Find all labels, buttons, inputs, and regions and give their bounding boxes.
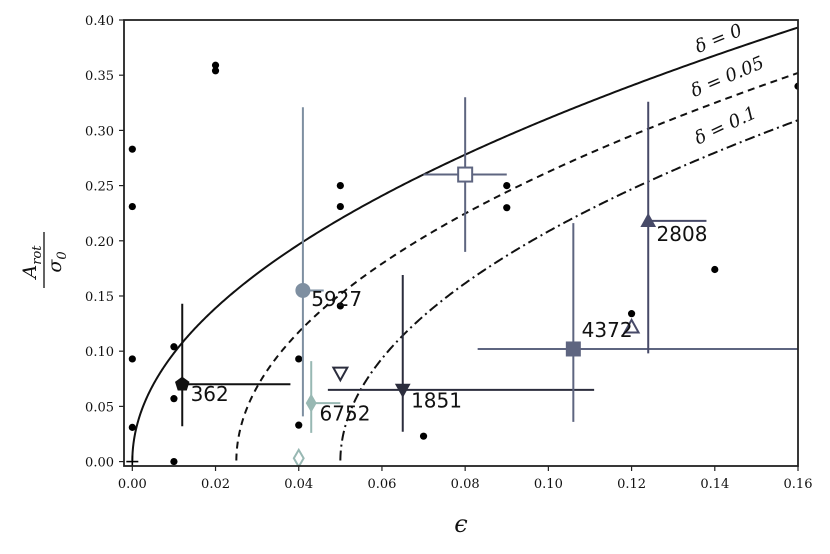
curve-label-0: δ = 0 bbox=[692, 20, 745, 58]
y-label-numerator-sub: rot bbox=[30, 245, 45, 265]
point-open-9 bbox=[292, 447, 305, 466]
svg-text:Arot: Arot bbox=[19, 245, 45, 281]
curve-label-1: δ = 0.05 bbox=[688, 52, 768, 102]
y-tick-label: 0.00 bbox=[85, 456, 114, 471]
marker-circle bbox=[295, 282, 311, 298]
marker-pentagon bbox=[175, 376, 190, 391]
plot-frame bbox=[123, 19, 799, 467]
y-tick-label: 0.40 bbox=[85, 14, 114, 29]
scatter-point bbox=[128, 423, 136, 431]
scatter-point bbox=[128, 202, 136, 211]
y-tick-label: 0.05 bbox=[85, 400, 114, 415]
point-4372 bbox=[477, 223, 798, 422]
scatter-point bbox=[170, 457, 178, 466]
marker-square_open bbox=[457, 166, 474, 183]
scatter-point bbox=[170, 343, 178, 351]
scatter-point bbox=[211, 61, 220, 69]
scatter-point bbox=[419, 432, 428, 440]
x-tick-label: 0.14 bbox=[700, 477, 729, 492]
point-open-7 bbox=[331, 366, 350, 383]
x-tick-label: 0.10 bbox=[534, 477, 563, 492]
curve-delta-1 bbox=[235, 71, 798, 461]
scatter-point bbox=[336, 302, 344, 310]
y-label-denominator-sub: 0 bbox=[55, 251, 70, 259]
scatter-point bbox=[627, 310, 636, 318]
annotation-362: 362 bbox=[191, 382, 229, 406]
curve-delta-2 bbox=[339, 119, 798, 461]
y-tick-label: 0.10 bbox=[85, 345, 114, 360]
marker-diamond_open bbox=[292, 447, 305, 466]
labels-layer: δ = 0δ = 0.05δ = 0.1 362 5927 6752 1851 4372 2… bbox=[191, 20, 768, 426]
svg-text:σ0: σ0 bbox=[44, 251, 70, 272]
y-label-numerator: A bbox=[19, 265, 41, 281]
point-open-6 bbox=[423, 97, 507, 252]
point-5927 bbox=[295, 107, 324, 417]
x-tick-label: 0.12 bbox=[617, 477, 646, 492]
x-axis-label: ϵ bbox=[454, 510, 467, 538]
y-tick-label: 0.25 bbox=[85, 180, 114, 195]
point-362 bbox=[175, 303, 291, 427]
marker-triangle_down_open bbox=[331, 366, 350, 383]
axes-layer: 0.00 0.02 0.04 0.06 0.08 0.10 0.12 0.14 0.16 0.00… bbox=[85, 14, 812, 492]
annotation-6752: 6752 bbox=[320, 402, 371, 426]
annotation-5927: 5927 bbox=[311, 287, 362, 311]
y-tick-label: 0.15 bbox=[85, 290, 114, 305]
scatter-point bbox=[128, 145, 136, 153]
scatter-point bbox=[503, 204, 511, 212]
x-tick-label: 0.08 bbox=[451, 477, 480, 492]
points-layer bbox=[126, 61, 798, 466]
curve-label-2: δ = 0.1 bbox=[691, 102, 760, 149]
y-tick-label: 0.30 bbox=[85, 124, 114, 139]
marker-triangle_up bbox=[640, 212, 657, 228]
y-label-denominator: σ bbox=[44, 259, 66, 273]
curve-delta-0 bbox=[131, 26, 798, 461]
x-tick-label: 0.06 bbox=[367, 477, 396, 492]
point-1851 bbox=[327, 275, 595, 432]
x-tick-label: 0.04 bbox=[284, 477, 313, 492]
annotation-4372: 4372 bbox=[582, 318, 633, 342]
x-tick-label: 0.02 bbox=[201, 477, 230, 492]
marker-triangle_down bbox=[394, 383, 411, 398]
marker-square bbox=[565, 341, 581, 357]
scatter-point bbox=[336, 202, 344, 211]
scatter-point bbox=[128, 355, 136, 363]
scatter-point bbox=[295, 421, 303, 429]
x-tick-label: 0.00 bbox=[118, 477, 147, 492]
scatter-point bbox=[295, 355, 303, 363]
point-open-8 bbox=[622, 317, 641, 334]
curves-layer bbox=[131, 26, 798, 461]
scatter-point bbox=[211, 67, 220, 75]
scatter-point bbox=[336, 181, 344, 190]
y-tick-label: 0.35 bbox=[85, 69, 114, 84]
point-2808 bbox=[640, 101, 707, 354]
x-tick-label: 0.16 bbox=[784, 477, 813, 492]
annotation-1851: 1851 bbox=[411, 388, 462, 412]
y-axis-label: Arot σ0 bbox=[19, 232, 70, 288]
scatter-point bbox=[711, 265, 719, 274]
annotation-2808: 2808 bbox=[657, 222, 708, 246]
point-6752 bbox=[305, 361, 341, 433]
marker-diamond bbox=[305, 393, 317, 413]
marker-triangle_up_open bbox=[622, 317, 641, 334]
scatter-point bbox=[503, 181, 511, 190]
scatter-point bbox=[170, 395, 178, 403]
y-tick-label: 0.20 bbox=[85, 235, 114, 250]
